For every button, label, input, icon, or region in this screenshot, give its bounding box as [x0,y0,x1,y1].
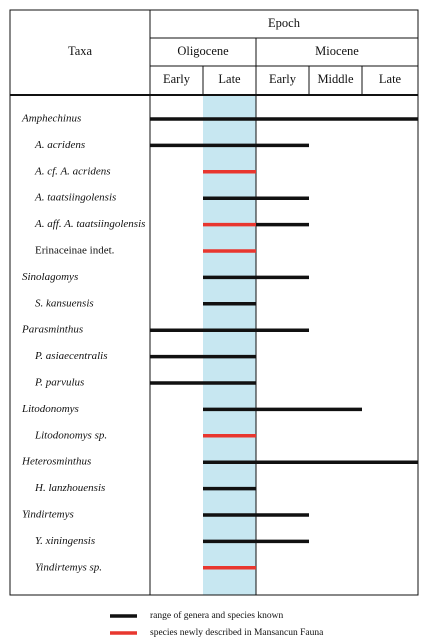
taxon-name: A. aff. A. taatsiingolensis [34,218,145,230]
epoch-header: Epoch [268,16,301,30]
taxon-name: Parasminthus [21,324,83,336]
frame [9,9,419,596]
legend-label: species newly described in Mansancun Fau… [150,628,324,638]
taxon-name: S. kansuensis [35,297,94,309]
taxon-name: A. acridens [34,139,85,151]
stage-name: Middle [317,72,354,86]
taxon-name: Y. xiningensis [35,535,95,547]
taxon-name: P. parvulus [34,377,84,389]
taxon-name: A. taatsiingolensis [34,192,116,204]
taxon-name: Sinolagomys [22,271,78,283]
taxon-name: Amphechinus [21,113,81,125]
taxon-name: Heterosminthus [21,456,91,468]
taxon-name: Litodonomys [21,403,79,415]
taxon-name: Litodonomys sp. [34,429,107,441]
taxa-header: Taxa [68,44,93,58]
taxon-name: H. lanzhouensis [34,482,105,494]
taxon-name: Erinaceinae indet. [35,245,115,257]
epoch-name: Miocene [315,44,359,58]
stage-name: Late [218,72,241,86]
taxon-name: P. asiaecentralis [34,350,108,362]
epoch-name: Oligocene [177,44,229,58]
taxon-name: Yindirtemys [22,509,74,521]
legend-label: range of genera and species known [150,610,283,621]
stage-name: Early [269,72,297,86]
shade [203,95,256,595]
taxon-name: A. cf. A. acridens [34,165,111,177]
taxon-name: Yindirtemys sp. [35,561,102,573]
stage-name: Late [379,72,402,86]
stage-name: Early [163,72,191,86]
